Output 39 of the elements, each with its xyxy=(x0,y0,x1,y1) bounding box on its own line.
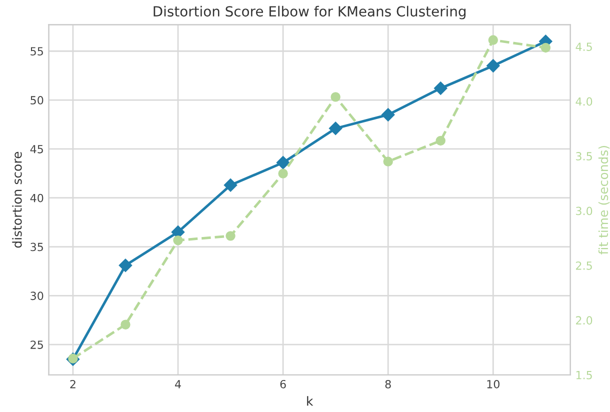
point xyxy=(330,92,340,102)
point xyxy=(278,168,288,178)
y2-tick-label: 1.5 xyxy=(576,371,592,380)
y2-tick-label: 2.5 xyxy=(576,261,592,270)
y2-axis-title: fit time (seconds) xyxy=(598,146,610,254)
point xyxy=(436,136,446,146)
y2-tick-label: 3.0 xyxy=(576,206,592,216)
point xyxy=(120,320,130,330)
point xyxy=(382,108,395,122)
x-tick-label: 4 xyxy=(175,380,181,388)
x-tick-label: 8 xyxy=(385,380,391,388)
y-tick-label: 55 xyxy=(30,47,43,56)
y2-tick-label: 4.0 xyxy=(576,97,592,106)
y-axis-title: distortion score xyxy=(12,152,22,248)
chart-title: Distortion Score Elbow for KMeans Clustering xyxy=(154,6,466,20)
point xyxy=(383,156,393,166)
x-tick-label: 6 xyxy=(280,380,286,388)
y-tick-label: 25 xyxy=(30,340,43,349)
x-tick-label: 2 xyxy=(70,380,76,388)
y-tick-label: 30 xyxy=(30,292,44,300)
point xyxy=(486,59,500,72)
y-tick-label: 35 xyxy=(30,242,43,252)
point xyxy=(488,35,498,45)
y2-tick-label: 3.5 xyxy=(576,152,592,160)
point xyxy=(224,178,238,192)
point xyxy=(540,42,551,53)
y2-tick-label: 2.0 xyxy=(576,316,592,325)
y-tick-label: 50 xyxy=(30,96,44,104)
x-tick-label: 10 xyxy=(487,380,500,388)
x-axis-title: k xyxy=(307,396,314,406)
point xyxy=(434,82,448,95)
point xyxy=(173,235,183,246)
point xyxy=(276,156,290,170)
point xyxy=(328,122,342,135)
point xyxy=(118,258,132,272)
y-tick-label: 40 xyxy=(30,194,44,202)
y-tick-label: 45 xyxy=(30,145,43,154)
y2-tick-label: 4.5 xyxy=(576,42,592,51)
point xyxy=(226,231,236,241)
